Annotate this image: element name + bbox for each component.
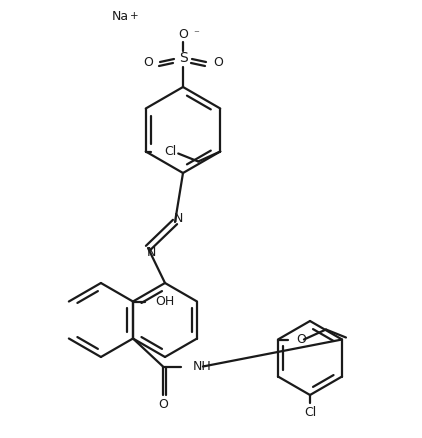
Text: O: O — [158, 398, 168, 411]
Text: +: + — [130, 11, 138, 21]
Text: O: O — [178, 28, 188, 42]
Text: O: O — [296, 333, 306, 346]
Text: O: O — [143, 56, 153, 68]
Text: ⁻: ⁻ — [193, 29, 199, 39]
Text: Cl: Cl — [304, 406, 316, 420]
Text: O: O — [213, 56, 223, 68]
Text: N: N — [146, 246, 156, 258]
Text: Na: Na — [112, 10, 129, 22]
Text: Cl: Cl — [164, 145, 176, 158]
Text: S: S — [179, 51, 187, 65]
Text: OH: OH — [155, 295, 174, 308]
Text: NH: NH — [193, 360, 212, 373]
Text: N: N — [173, 212, 183, 225]
